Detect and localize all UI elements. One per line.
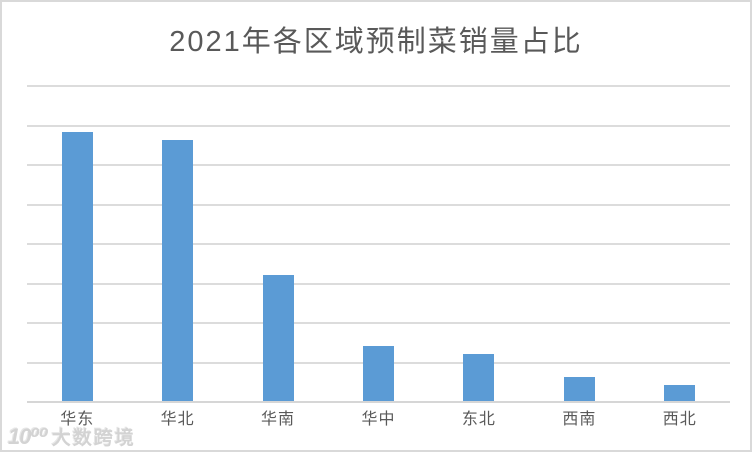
gridline <box>27 124 730 127</box>
x-axis-label: 华北 <box>160 411 195 428</box>
bar <box>262 274 294 401</box>
bar <box>61 132 93 401</box>
gridline <box>27 282 730 285</box>
bar <box>563 377 595 401</box>
watermark-text: 大数跨境 <box>51 428 136 449</box>
gridline <box>27 203 730 206</box>
x-axis-label: 西北 <box>662 411 697 428</box>
bar <box>363 345 394 401</box>
gridline <box>27 164 730 166</box>
x-axis-label: 华中 <box>361 411 396 428</box>
gridline <box>27 85 730 87</box>
gridline <box>27 322 730 324</box>
x-axis-label: 西南 <box>562 411 597 428</box>
bar <box>162 140 194 401</box>
watermark-logo-icon: 10⁰⁰ <box>8 423 49 449</box>
x-axis-label: 东北 <box>461 411 496 428</box>
x-axis-labels: 华东 华北 华南 华中 东北 西南 西北 <box>27 408 730 434</box>
chart-title: 2021年各区域预制菜销量占比 <box>169 26 583 58</box>
plot-area <box>27 85 730 403</box>
x-axis-label: 华南 <box>261 411 296 428</box>
gridline <box>27 243 730 245</box>
x-axis-label: 华东 <box>60 411 95 428</box>
bar <box>463 353 495 401</box>
bar <box>664 385 696 401</box>
x-axis-line <box>27 401 730 403</box>
watermark: 10⁰⁰ 大数跨境 <box>8 423 136 450</box>
